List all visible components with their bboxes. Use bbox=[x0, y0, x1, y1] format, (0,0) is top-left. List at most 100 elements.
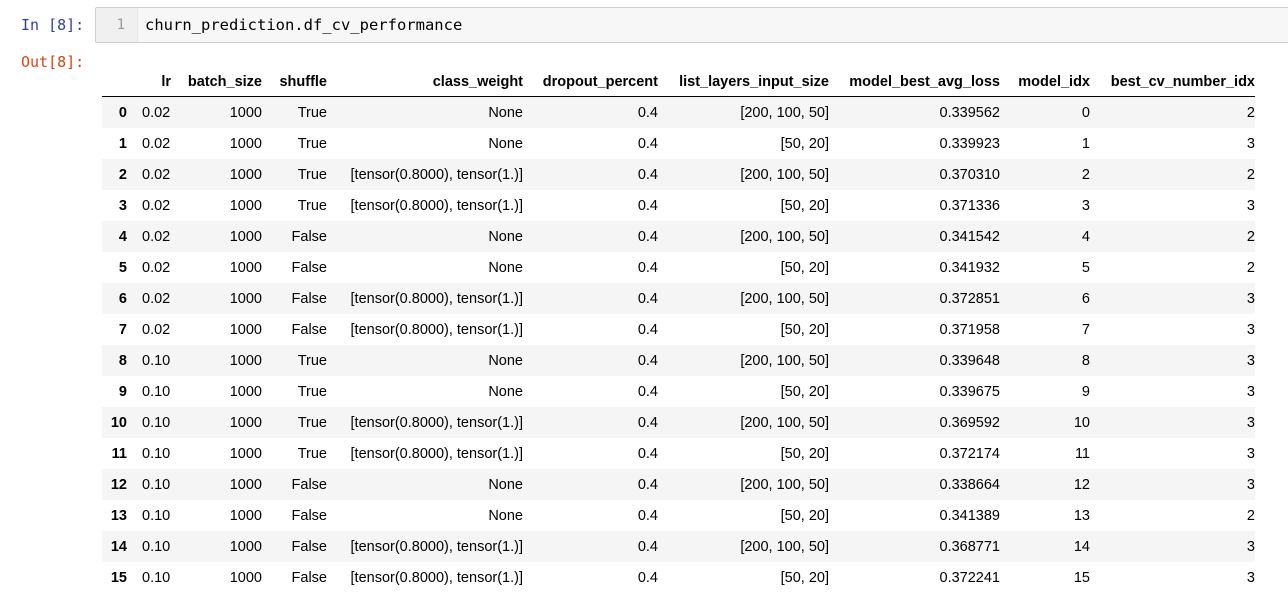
cell-list-layers-input-size: [200, 100, 50] bbox=[740, 476, 829, 493]
cell-model-best-avg-loss: 0.339923 bbox=[939, 135, 1000, 152]
cell-model-idx: 11 bbox=[1074, 445, 1090, 462]
cell-list-layers-input-size: [200, 100, 50] bbox=[740, 290, 829, 307]
table-row: 9 0.10 1000 True None 0.4 [50, 20] 0.339675 9 3 bbox=[102, 376, 1255, 407]
column-header-lr: lr bbox=[127, 67, 171, 97]
column-header-model-idx: model_idx bbox=[1000, 67, 1090, 97]
cell-class-weight: None bbox=[488, 476, 523, 493]
cell-model-idx: 4 bbox=[1081, 228, 1090, 245]
row-index: 8 bbox=[118, 352, 127, 369]
cell-model-best-avg-loss: 0.339648 bbox=[939, 352, 1000, 369]
cell-class-weight: None bbox=[488, 383, 523, 400]
cell-batch-size: 1000 bbox=[229, 538, 262, 555]
cell-dropout-percent: 0.4 bbox=[637, 321, 658, 338]
table-row: 7 0.02 1000 False [tensor(0.8000), tensor(1.… bbox=[102, 314, 1255, 345]
cell-shuffle: False bbox=[291, 507, 327, 524]
cell-lr: 0.10 bbox=[142, 352, 171, 369]
column-header-batch-size: batch_size bbox=[171, 67, 262, 97]
cell-list-layers-input-size: [50, 20] bbox=[780, 569, 829, 586]
cell-list-layers-input-size: [50, 20] bbox=[780, 383, 829, 400]
table-row: 4 0.02 1000 False None 0.4 [200, 100, 50] 0.341… bbox=[102, 221, 1255, 252]
cell-shuffle: True bbox=[297, 135, 327, 152]
row-index: 5 bbox=[118, 259, 127, 276]
cell-dropout-percent: 0.4 bbox=[637, 259, 658, 276]
cell-shuffle: True bbox=[297, 197, 327, 214]
cell-list-layers-input-size: [50, 20] bbox=[780, 135, 829, 152]
cell-class-weight: [tensor(0.8000), tensor(1.)] bbox=[350, 414, 523, 431]
row-index: 15 bbox=[110, 569, 127, 586]
output-prompt: Out[8]: bbox=[21, 53, 85, 71]
cell-lr: 0.02 bbox=[142, 104, 171, 121]
cell-model-best-avg-loss: 0.371336 bbox=[939, 197, 1000, 214]
row-index: 7 bbox=[118, 321, 127, 338]
row-index: 10 bbox=[110, 414, 127, 431]
code-line[interactable]: churn_prediction.df_cv_performance bbox=[145, 16, 463, 34]
dataframe-table: lr batch_size shuffle class_weight dropo… bbox=[102, 67, 1255, 593]
cell-class-weight: None bbox=[488, 259, 523, 276]
cell-shuffle: True bbox=[297, 445, 327, 462]
cell-model-best-avg-loss: 0.341542 bbox=[939, 228, 1000, 245]
code-input-area[interactable]: 1 churn_prediction.df_cv_performance bbox=[95, 7, 1288, 43]
line-number: 1 bbox=[96, 8, 138, 42]
column-header-index bbox=[102, 67, 127, 97]
cell-dropout-percent: 0.4 bbox=[637, 290, 658, 307]
cell-shuffle: False bbox=[291, 569, 327, 586]
cell-batch-size: 1000 bbox=[229, 135, 262, 152]
cell-shuffle: False bbox=[291, 321, 327, 338]
cell-best-cv-number-idx: 2 bbox=[1246, 228, 1255, 245]
cell-model-best-avg-loss: 0.368771 bbox=[939, 538, 1000, 555]
table-row: 12 0.10 1000 False None 0.4 [200, 100, 50] 0.33… bbox=[102, 469, 1255, 500]
row-index: 9 bbox=[118, 383, 127, 400]
cell-lr: 0.02 bbox=[142, 197, 171, 214]
cell-class-weight: None bbox=[488, 352, 523, 369]
row-index: 0 bbox=[118, 104, 127, 121]
table-row: 0 0.02 1000 True None 0.4 [200, 100, 50] 0.3395… bbox=[102, 96, 1255, 128]
table-body: 0 0.02 1000 True None 0.4 [200, 100, 50] 0.3395… bbox=[102, 96, 1255, 593]
cell-dropout-percent: 0.4 bbox=[637, 383, 658, 400]
cell-list-layers-input-size: [200, 100, 50] bbox=[740, 352, 829, 369]
cell-best-cv-number-idx: 3 bbox=[1246, 290, 1255, 307]
cell-batch-size: 1000 bbox=[229, 228, 262, 245]
cell-model-idx: 0 bbox=[1081, 104, 1090, 121]
cell-model-idx: 15 bbox=[1073, 569, 1090, 586]
cell-best-cv-number-idx: 2 bbox=[1246, 259, 1255, 276]
cell-model-idx: 9 bbox=[1081, 383, 1090, 400]
cell-class-weight: None bbox=[488, 104, 523, 121]
cell-batch-size: 1000 bbox=[229, 259, 262, 276]
cell-shuffle: True bbox=[297, 383, 327, 400]
cell-model-idx: 6 bbox=[1081, 290, 1090, 307]
cell-list-layers-input-size: [50, 20] bbox=[780, 445, 829, 462]
cell-lr: 0.10 bbox=[142, 445, 171, 462]
cell-lr: 0.10 bbox=[142, 538, 171, 555]
row-index: 3 bbox=[118, 197, 127, 214]
cell-lr: 0.02 bbox=[142, 135, 171, 152]
cell-list-layers-input-size: [50, 20] bbox=[780, 259, 829, 276]
cell-best-cv-number-idx: 3 bbox=[1246, 538, 1255, 555]
cell-shuffle: False bbox=[291, 228, 327, 245]
cell-best-cv-number-idx: 2 bbox=[1246, 507, 1255, 524]
cell-best-cv-number-idx: 3 bbox=[1246, 414, 1255, 431]
cell-class-weight: [tensor(0.8000), tensor(1.)] bbox=[350, 197, 523, 214]
cell-dropout-percent: 0.4 bbox=[637, 197, 658, 214]
table-header-row: lr batch_size shuffle class_weight dropo… bbox=[102, 67, 1255, 97]
cell-lr: 0.10 bbox=[142, 383, 171, 400]
cell-model-idx: 7 bbox=[1081, 321, 1090, 338]
cell-batch-size: 1000 bbox=[229, 104, 262, 121]
cell-batch-size: 1000 bbox=[229, 476, 262, 493]
cell-best-cv-number-idx: 3 bbox=[1246, 445, 1255, 462]
cell-lr: 0.10 bbox=[142, 414, 171, 431]
table-row: 10 0.10 1000 True [tensor(0.8000), tensor(1.… bbox=[102, 407, 1255, 438]
cell-dropout-percent: 0.4 bbox=[637, 507, 658, 524]
column-header-model-best-avg-loss: model_best_avg_loss bbox=[829, 67, 1000, 97]
cell-batch-size: 1000 bbox=[229, 569, 262, 586]
cell-class-weight: None bbox=[488, 228, 523, 245]
cell-shuffle: True bbox=[297, 166, 327, 183]
row-index: 1 bbox=[118, 135, 127, 152]
cell-list-layers-input-size: [200, 100, 50] bbox=[740, 166, 829, 183]
cell-list-layers-input-size: [200, 100, 50] bbox=[740, 538, 829, 555]
cell-best-cv-number-idx: 3 bbox=[1246, 321, 1255, 338]
column-header-best-cv-number-idx: best_cv_number_idx bbox=[1090, 67, 1255, 97]
cell-dropout-percent: 0.4 bbox=[637, 538, 658, 555]
cell-model-best-avg-loss: 0.370310 bbox=[939, 166, 1000, 183]
cell-dropout-percent: 0.4 bbox=[637, 569, 658, 586]
cell-model-idx: 2 bbox=[1081, 166, 1090, 183]
